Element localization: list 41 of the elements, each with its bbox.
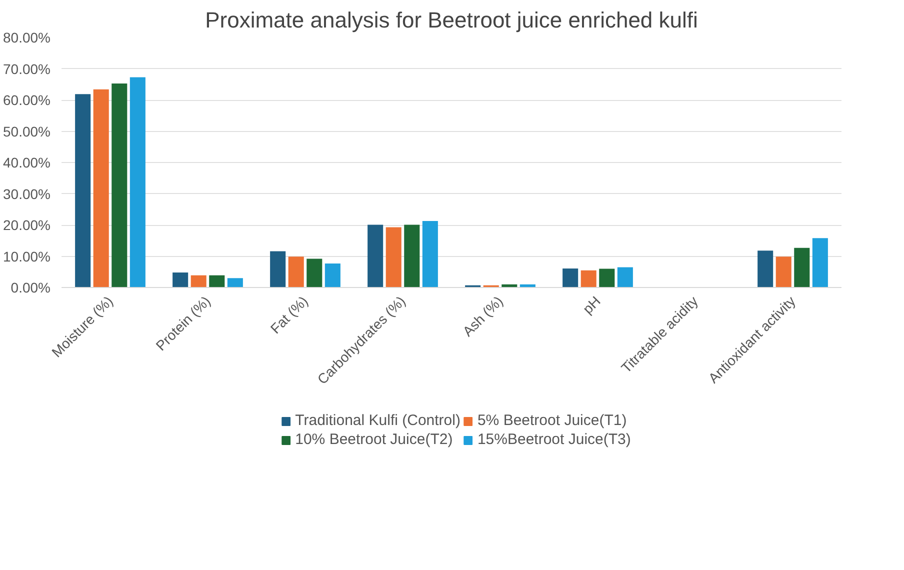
bar (812, 238, 828, 288)
x-tick-label: Ash (%) (459, 292, 506, 340)
x-tick-label: pH (579, 292, 604, 317)
bar (172, 272, 188, 288)
y-tick-label: 40.00% (3, 154, 50, 170)
bar (368, 224, 384, 288)
bar (324, 263, 340, 288)
y-tick-label: 60.00% (3, 92, 50, 108)
chart-title: Proximate analysis for Beetroot juice enriched kulfi (205, 8, 698, 32)
y-tick-label: 30.00% (3, 186, 50, 202)
y-tick-label: 10.00% (3, 248, 50, 264)
bar (386, 227, 402, 288)
legend-label: Traditional Kulfi (Control) (295, 412, 460, 429)
y-tick-label: 50.00% (3, 123, 50, 140)
legend-label: 10% Beetroot Juice(T2) (295, 431, 453, 448)
bar (306, 258, 322, 288)
bar (227, 278, 243, 288)
x-tick-label: Fat (%) (267, 292, 311, 337)
bar (758, 250, 774, 288)
bar (130, 77, 146, 288)
bar (404, 224, 420, 288)
legend-label: 5% Beetroot Juice(T1) (477, 412, 627, 429)
bar (599, 268, 615, 288)
bar (422, 220, 438, 288)
bar (562, 268, 578, 288)
bar (75, 94, 91, 288)
bar (617, 267, 633, 288)
bar (112, 83, 128, 288)
y-tick-label: 70.00% (3, 60, 50, 77)
y-tick-label: 0.00% (10, 280, 51, 296)
y-tick-label: 80.00% (3, 30, 50, 46)
bar (209, 275, 225, 288)
bar (580, 270, 596, 288)
bar (794, 248, 810, 288)
bar (190, 275, 206, 288)
bar (93, 89, 109, 288)
bar (270, 251, 286, 288)
bar (776, 256, 792, 288)
bar (288, 256, 304, 288)
legend-label: 15%Beetroot Juice(T3) (477, 431, 631, 448)
y-tick-label: 20.00% (3, 217, 50, 233)
